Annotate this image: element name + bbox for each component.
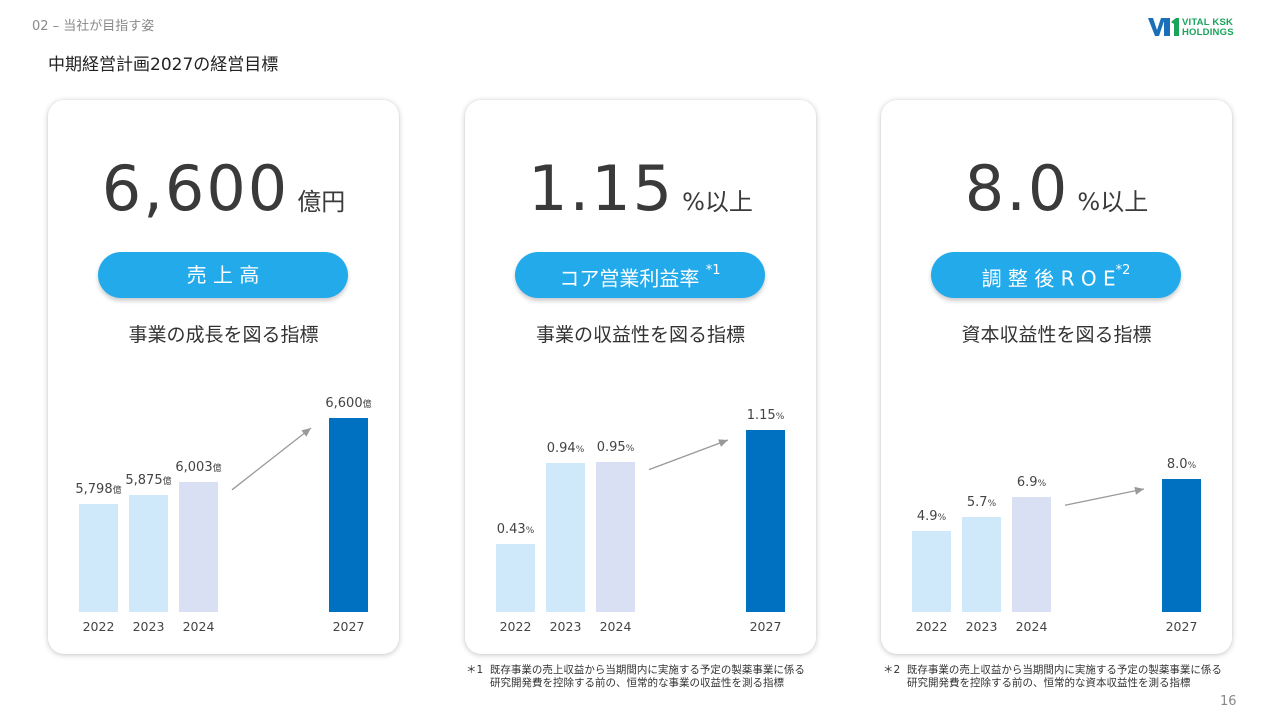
bar-2024 — [596, 461, 635, 612]
footnote-line2: 研究開発費を控除する前の、恒常的な事業の収益性を測る指標 — [490, 677, 784, 689]
footnote-line1: 既存事業の売上収益から当期間内に実施する予定の製薬事業に係る — [906, 664, 1222, 676]
data-label-2024: 0.95% — [596, 439, 635, 455]
bar-2023 — [129, 495, 168, 612]
trend-arrow — [231, 427, 312, 491]
logo-mark-icon — [1148, 18, 1179, 36]
data-label-2027: 1.15% — [746, 408, 785, 423]
kpi-unit: 億円 — [297, 188, 346, 216]
company-logo: VITAL KSK HOLDINGS — [1148, 18, 1248, 40]
x-tick-2023: 2023 — [965, 619, 998, 634]
data-label-2024: 6.9% — [1016, 475, 1047, 491]
pill-footnote-mark: *2 — [1115, 263, 1131, 278]
x-tick-2022: 2022 — [499, 619, 532, 634]
kpi-pill-core-operating-margin: コア営業利益率 *1 — [515, 252, 765, 298]
trend-arrow — [648, 439, 729, 471]
bar-2022 — [79, 503, 118, 612]
x-tick-2023: 2023 — [549, 619, 582, 634]
page-title: 中期経営計画2027の経営目標 — [48, 55, 279, 75]
logo-line2: HOLDINGS — [1182, 27, 1234, 38]
footnote-mark: ＊1 — [466, 664, 484, 676]
bar-2024 — [1012, 497, 1051, 612]
trend-arrowhead — [1134, 486, 1144, 495]
bar-2023 — [546, 463, 585, 612]
bar-2022 — [912, 530, 951, 612]
bar-2023 — [962, 517, 1001, 612]
pill-label: コア営業利益率 — [559, 266, 700, 291]
data-label-2027: 6,600億 — [325, 396, 372, 411]
footnote-1: ＊1 既存事業の売上収益から当期間内に実施する予定の製薬事業に係る 研究開発費を… — [466, 664, 805, 690]
pill-footnote-mark: *1 — [705, 263, 721, 278]
data-label-2024: 6,003億 — [175, 459, 222, 475]
footnote-mark: ＊2 — [883, 664, 901, 676]
pill-label: 調 整 後 R O E — [981, 266, 1116, 291]
data-label-2022: 4.9% — [916, 508, 947, 524]
kpi-subtitle-adjusted-roe: 資本収益性を図る指標 — [961, 324, 1152, 346]
logo-line1: VITAL KSK — [1182, 17, 1234, 28]
trend-arrowhead — [301, 428, 311, 437]
kpi-number: 6,600 — [101, 152, 290, 225]
trend-arrow — [1064, 488, 1145, 506]
bar-2027 — [1162, 479, 1201, 612]
x-tick-2027: 2027 — [1165, 619, 1198, 634]
x-tick-2027: 2027 — [332, 619, 365, 634]
data-label-2023: 5.7% — [966, 495, 997, 511]
bar-2027 — [329, 418, 368, 612]
kpi-value-adjusted-roe: 8.0 %以上 — [881, 152, 1232, 225]
kpi-pill-revenue: 売 上 高 — [98, 252, 348, 298]
data-label-2023: 5,875億 — [125, 473, 172, 489]
x-tick-2023: 2023 — [132, 619, 165, 634]
kpi-number: 1.15 — [528, 152, 675, 225]
data-label-2027: 8.0% — [1166, 457, 1197, 472]
x-tick-2024: 2024 — [1015, 619, 1048, 634]
section-label: 02 – 当社が目指す姿 — [32, 19, 155, 34]
kpi-value-revenue: 6,600 億円 — [48, 152, 399, 225]
kpi-number: 8.0 — [964, 152, 1070, 225]
footnote-2: ＊2 既存事業の売上収益から当期間内に実施する予定の製薬事業に係る 研究開発費を… — [883, 664, 1222, 690]
data-label-2022: 0.43% — [496, 521, 535, 537]
trend-arrowhead — [718, 439, 728, 447]
x-tick-2024: 2024 — [599, 619, 632, 634]
footnote-line1: 既存事業の売上収益から当期間内に実施する予定の製薬事業に係る — [489, 664, 805, 676]
kpi-subtitle-revenue: 事業の成長を図る指標 — [128, 324, 319, 346]
x-tick-2022: 2022 — [915, 619, 948, 634]
kpi-subtitle-core-operating-margin: 事業の収益性を図る指標 — [535, 324, 745, 346]
x-tick-2022: 2022 — [82, 619, 115, 634]
bar-2024 — [179, 481, 218, 612]
bar-2027 — [746, 430, 785, 612]
bar-2022 — [496, 543, 535, 612]
x-tick-2027: 2027 — [749, 619, 782, 634]
data-label-2023: 0.94% — [546, 441, 585, 457]
pill-label: 売 上 高 — [186, 263, 260, 287]
page-number: 16 — [1220, 694, 1237, 709]
data-label-2022: 5,798億 — [75, 481, 122, 497]
kpi-unit: %以上 — [682, 188, 753, 216]
kpi-pill-adjusted-roe: 調 整 後 R O E*2 — [931, 252, 1181, 298]
kpi-unit: %以上 — [1077, 188, 1149, 216]
x-tick-2024: 2024 — [182, 619, 215, 634]
kpi-value-core-operating-margin: 1.15 %以上 — [465, 152, 816, 225]
footnote-line2: 研究開発費を控除する前の、恒常的な資本収益性を測る指標 — [907, 677, 1191, 689]
